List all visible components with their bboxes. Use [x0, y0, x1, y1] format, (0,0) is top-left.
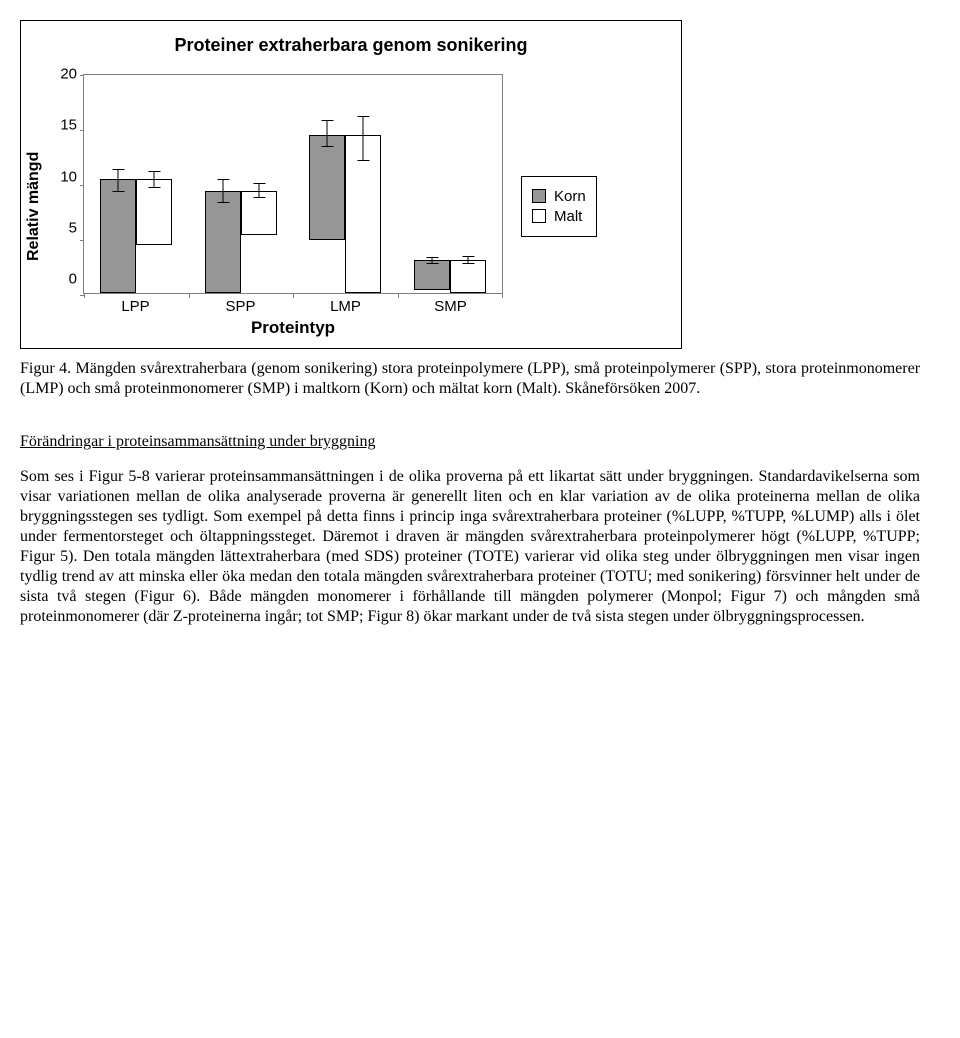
- error-bar: [431, 257, 432, 265]
- bar: [241, 191, 277, 235]
- error-bar: [363, 116, 364, 161]
- legend-label: Malt: [554, 208, 582, 225]
- y-tick-label: 5: [53, 220, 77, 235]
- y-tick-label: 15: [53, 118, 77, 133]
- chart-title: Proteiner extraherbara genom sonikering: [21, 35, 681, 56]
- legend-item: Malt: [532, 208, 586, 225]
- section-heading: Förändringar i proteinsammansättning und…: [20, 433, 940, 451]
- x-tick-label: LMP: [293, 298, 398, 315]
- y-axis-ticks: 20151050: [53, 74, 83, 294]
- bar-group: [293, 135, 398, 293]
- chart-container: Proteiner extraherbara genom sonikering …: [20, 20, 682, 349]
- bar-group: [398, 260, 503, 293]
- legend-swatch: [532, 189, 546, 203]
- figure-caption-text: Mängden svårextraherbara (genom sonikeri…: [20, 360, 920, 397]
- legend-swatch: [532, 209, 546, 223]
- x-tick-label: SMP: [398, 298, 503, 315]
- error-bar: [154, 171, 155, 189]
- y-tick-label: 10: [53, 169, 77, 184]
- y-axis-label: Relativ mängd: [21, 96, 53, 316]
- x-axis-ticks: LPPSPPLMPSMP: [83, 298, 503, 318]
- bar: [205, 191, 241, 293]
- y-tick-label: 20: [53, 67, 77, 82]
- section-body: Som ses i Figur 5-8 varierar proteinsamm…: [20, 467, 920, 627]
- legend-item: Korn: [532, 188, 586, 205]
- figure-label: Figur 4.: [20, 360, 71, 377]
- bar: [450, 260, 486, 293]
- x-tick-label: SPP: [188, 298, 293, 315]
- error-bar: [467, 256, 468, 265]
- bar-group: [84, 179, 189, 293]
- bar-group: [189, 191, 294, 293]
- error-bar: [222, 179, 223, 203]
- bar: [309, 135, 345, 241]
- plot-area: [83, 74, 503, 294]
- y-tick-label: 0: [53, 272, 77, 287]
- legend: Korn Malt: [521, 176, 597, 237]
- bar: [414, 260, 450, 290]
- error-bar: [258, 183, 259, 198]
- x-axis-label: Proteintyp: [83, 318, 503, 338]
- bar: [345, 135, 381, 293]
- x-tick-label: LPP: [83, 298, 188, 315]
- legend-label: Korn: [554, 188, 586, 205]
- bar: [136, 179, 172, 245]
- bar: [100, 179, 136, 293]
- figure-caption: Figur 4. Mängden svårextraherbara (genom…: [20, 359, 920, 399]
- error-bar: [118, 169, 119, 192]
- error-bar: [327, 120, 328, 146]
